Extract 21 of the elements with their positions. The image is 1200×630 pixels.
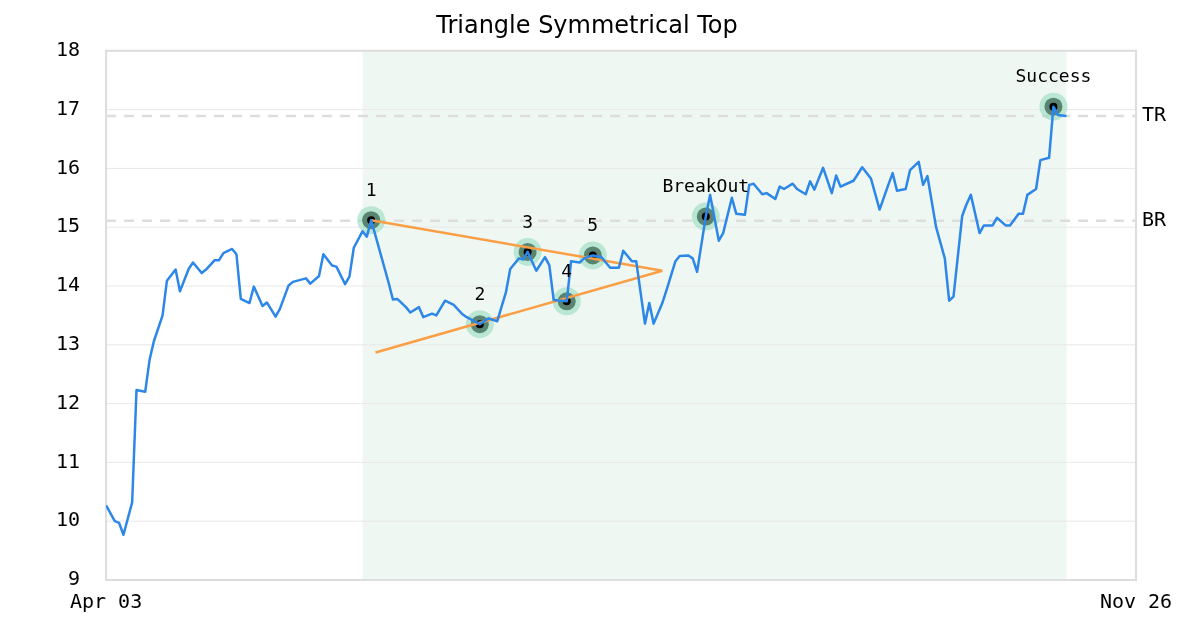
annotation: 3 bbox=[522, 210, 534, 232]
chart-title: Triangle Symmetrical Top bbox=[435, 10, 738, 39]
y-tick-label: 14 bbox=[55, 272, 81, 297]
annotation: 1 bbox=[365, 178, 377, 200]
x-tick-label: Apr 03 bbox=[69, 589, 143, 614]
y-tick-label: 18 bbox=[55, 37, 81, 61]
x-tick-label: Nov 26 bbox=[1099, 589, 1173, 614]
y-tick-label: 9 bbox=[68, 566, 81, 591]
y-tick-label: 15 bbox=[55, 213, 81, 238]
annotation: 2 bbox=[474, 282, 486, 304]
ref-line-label: BR bbox=[1142, 206, 1168, 231]
y-tick-label: 10 bbox=[55, 507, 81, 532]
annotation: 5 bbox=[587, 214, 599, 236]
y-tick-label: 13 bbox=[55, 331, 81, 355]
ref-line-label: TR bbox=[1142, 102, 1168, 127]
annotation: BreakOut bbox=[662, 175, 750, 197]
y-tick-label: 11 bbox=[55, 448, 81, 473]
y-tick-label: 17 bbox=[55, 95, 81, 120]
y-tick-label: 16 bbox=[55, 154, 81, 179]
y-tick-label: 12 bbox=[55, 389, 81, 414]
annotation: Success bbox=[1015, 65, 1092, 87]
